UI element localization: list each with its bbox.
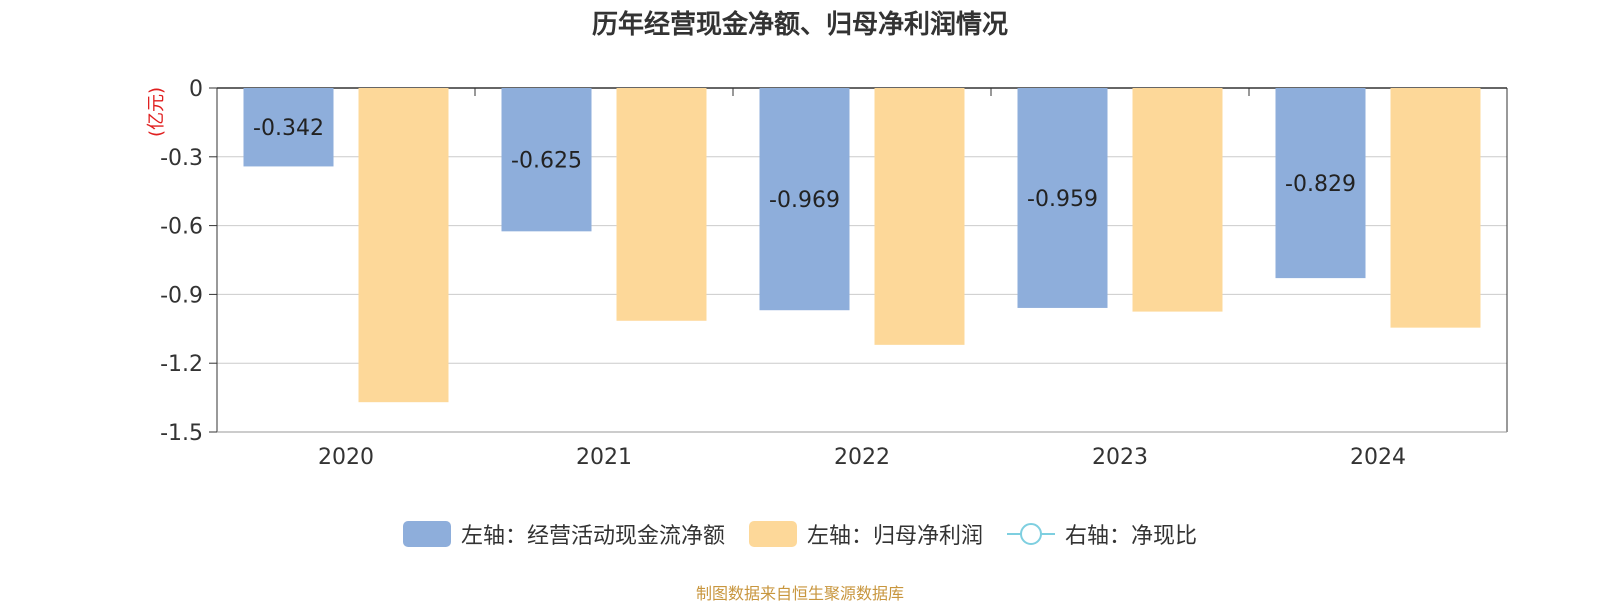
legend-line-circle-icon bbox=[1007, 521, 1055, 547]
x-tick-label: 2023 bbox=[1092, 445, 1148, 470]
legend-label-netprofit: 左轴：归母净利润 bbox=[806, 524, 983, 549]
legend-label-cashflow: 左轴：经营活动现金流净额 bbox=[460, 524, 725, 549]
legend-swatch-cashflow bbox=[402, 521, 451, 547]
y-tick-label: -0.3 bbox=[160, 146, 203, 171]
y-tick-label: -1.5 bbox=[160, 421, 203, 446]
y-unit-label: (亿元) bbox=[146, 87, 167, 137]
bar-netprofit bbox=[616, 88, 707, 321]
y-tick-label: 0 bbox=[189, 77, 203, 102]
bar-netprofit bbox=[1390, 88, 1481, 328]
data-label: -0.969 bbox=[769, 188, 840, 213]
x-tick-label: 2024 bbox=[1350, 445, 1406, 470]
bar-cashflow bbox=[759, 88, 850, 311]
legend: 左轴：经营活动现金流净额 左轴：归母净利润 右轴：净现比 bbox=[0, 518, 1600, 550]
chart-title: 历年经营现金净额、归母净利润情况 bbox=[591, 10, 1008, 40]
legend-item-ratio[interactable]: 右轴：净现比 bbox=[1007, 518, 1197, 550]
bar-cashflow bbox=[243, 88, 334, 167]
data-source: 制图数据来自恒生聚源数据库 bbox=[695, 584, 904, 603]
bar-netprofit bbox=[358, 88, 449, 403]
y-tick-label: -0.6 bbox=[160, 215, 203, 240]
data-label: -0.625 bbox=[511, 149, 582, 174]
bar-netprofit bbox=[874, 88, 965, 345]
legend-item-netprofit[interactable]: 左轴：归母净利润 bbox=[748, 518, 983, 550]
legend-item-cashflow[interactable]: 左轴：经营活动现金流净额 bbox=[402, 518, 725, 550]
y-tick-label: -0.9 bbox=[160, 283, 203, 308]
data-label: -0.342 bbox=[253, 116, 324, 141]
chart-canvas: 0 -0.3 -0.6 -0.9 -1.2 -1.5 (亿元) 2020 -0.342 2021 -… bbox=[146, 77, 1508, 470]
x-tick-label: 2022 bbox=[834, 445, 890, 470]
bar-cashflow bbox=[1017, 88, 1108, 308]
x-tick-label: 2020 bbox=[318, 445, 374, 470]
bar-cashflow bbox=[501, 88, 592, 232]
data-label: -0.959 bbox=[1027, 187, 1098, 212]
legend-swatch-netprofit bbox=[748, 521, 797, 547]
bar-netprofit bbox=[1132, 88, 1223, 312]
y-tick-label: -1.2 bbox=[160, 352, 203, 377]
data-label: -0.829 bbox=[1285, 172, 1356, 197]
bar-cashflow bbox=[1275, 88, 1366, 279]
x-tick-label: 2021 bbox=[576, 445, 632, 470]
legend-label-ratio: 右轴：净现比 bbox=[1065, 524, 1198, 549]
